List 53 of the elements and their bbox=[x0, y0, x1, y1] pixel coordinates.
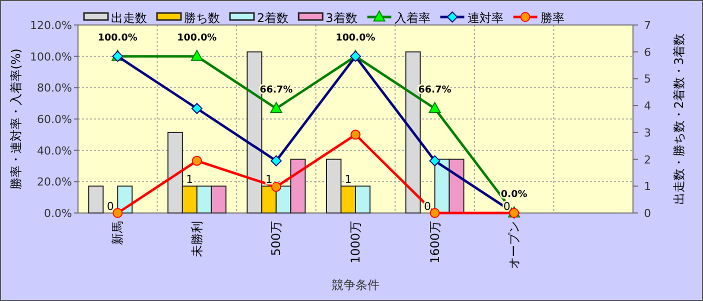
data-label: 0.0% bbox=[500, 189, 528, 200]
y2-tick-label: 1 bbox=[644, 180, 651, 194]
x-tick-label: オープン bbox=[507, 221, 522, 269]
x-tick-label: 1600万 bbox=[428, 221, 442, 264]
x-tick-label: 1000万 bbox=[348, 221, 362, 264]
point bbox=[192, 156, 202, 166]
y2-axis-title: 出走数・勝ち数・2着数・3着数 bbox=[672, 33, 686, 205]
data-label: 1 bbox=[265, 173, 272, 186]
point bbox=[350, 130, 360, 140]
point bbox=[428, 102, 441, 114]
legend-label: 出走数 bbox=[111, 11, 147, 25]
data-label: 1 bbox=[186, 173, 194, 186]
legend-label: 2着数 bbox=[257, 11, 289, 25]
y2-tick-label: 2 bbox=[644, 153, 651, 166]
legend-label: 3着数 bbox=[326, 11, 358, 25]
y-tick-label: 120.0% bbox=[30, 19, 72, 32]
data-label: 0 bbox=[424, 200, 432, 213]
data-label: 100.0% bbox=[177, 32, 218, 44]
x-axis-title: 競争条件 bbox=[332, 278, 380, 292]
legend-label: 入着率 bbox=[394, 11, 430, 25]
y-tick-label: 80.0% bbox=[37, 82, 72, 95]
point bbox=[430, 208, 440, 218]
x-tick-label: 500万 bbox=[269, 221, 284, 256]
point bbox=[191, 103, 202, 114]
data-label: 100.0% bbox=[336, 32, 376, 44]
y-tick-label: 60.0% bbox=[37, 113, 72, 126]
point bbox=[270, 102, 282, 114]
y-tick-label: 40.0% bbox=[37, 144, 72, 158]
data-label: 100.0% bbox=[98, 32, 138, 44]
legend-label: 勝ち数 bbox=[184, 11, 220, 25]
y-tick-label: 20.0% bbox=[37, 176, 72, 189]
y-axis-title: 勝率・連対率・入着率(%) bbox=[9, 48, 23, 190]
point bbox=[190, 50, 203, 61]
point bbox=[112, 208, 123, 218]
x-tick-label: 未勝利 bbox=[190, 221, 204, 257]
legend-label: 連対率 bbox=[467, 11, 504, 25]
point bbox=[271, 182, 282, 192]
legend-label: 勝率 bbox=[540, 11, 564, 25]
y2-tick-label: 5 bbox=[644, 72, 651, 86]
data-label: 0 bbox=[106, 200, 114, 213]
y-tick-label: 0.0% bbox=[44, 207, 72, 220]
y2-tick-label: 3 bbox=[644, 126, 651, 140]
point bbox=[270, 155, 282, 166]
y2-tick-label: 4 bbox=[644, 100, 651, 113]
x-tick-label: 新馬 bbox=[110, 221, 125, 245]
y2-tick-label: 0 bbox=[644, 207, 651, 220]
y2-tick-label: 6 bbox=[644, 46, 651, 59]
point bbox=[429, 155, 440, 166]
data-label: 0 bbox=[503, 200, 510, 213]
data-label: 1 bbox=[344, 173, 352, 186]
y2-tick-label: 7 bbox=[644, 19, 651, 32]
bar bbox=[88, 186, 104, 214]
y-tick-label: 100.0% bbox=[30, 50, 72, 64]
